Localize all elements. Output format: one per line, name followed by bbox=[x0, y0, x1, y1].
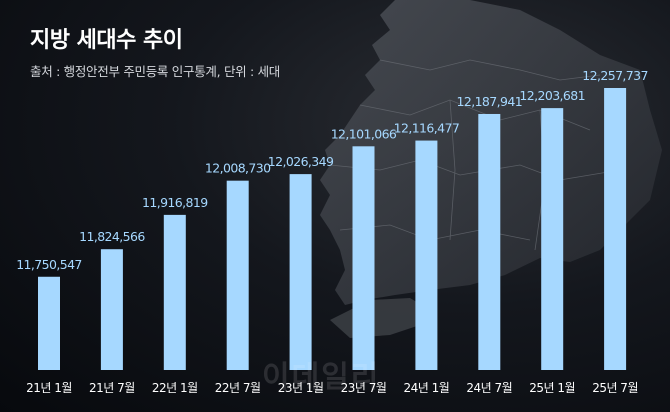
x-tick-label-5: 23년 1월 bbox=[278, 381, 324, 395]
bar-4 bbox=[226, 180, 249, 370]
bar-10 bbox=[604, 88, 627, 370]
data-label-8: 12,187,941 bbox=[457, 94, 523, 109]
data-label-1: 11,750,547 bbox=[16, 257, 82, 272]
x-tick-label-8: 24년 7월 bbox=[466, 381, 512, 395]
watermark-logo: 이데일리 bbox=[262, 360, 381, 395]
data-label-3: 11,916,819 bbox=[142, 195, 208, 210]
bar-3 bbox=[163, 214, 186, 370]
bar-7 bbox=[415, 140, 438, 370]
x-tick-label-2: 21년 7월 bbox=[89, 381, 135, 395]
chart-title: 지방 세대수 추이 bbox=[30, 28, 183, 53]
data-label-6: 12,101,066 bbox=[331, 126, 397, 141]
data-label-9: 12,203,681 bbox=[519, 88, 585, 103]
bar-1 bbox=[38, 276, 60, 370]
x-tick-label-10: 25년 7월 bbox=[592, 381, 638, 395]
data-label-2: 11,824,566 bbox=[79, 229, 145, 244]
bar-6 bbox=[352, 146, 375, 370]
x-tick-label-7: 24년 1월 bbox=[403, 381, 449, 395]
x-tick-label-1: 21년 1월 bbox=[26, 381, 72, 395]
x-tick-label-9: 25년 1월 bbox=[529, 381, 575, 395]
bar-9 bbox=[541, 108, 564, 370]
data-label-4: 12,008,730 bbox=[205, 161, 271, 176]
data-label-7: 12,116,477 bbox=[394, 121, 460, 136]
x-tick-label-6: 23년 7월 bbox=[341, 381, 387, 395]
bar-2 bbox=[100, 249, 123, 370]
x-tick-label-3: 22년 1월 bbox=[152, 381, 198, 395]
chart-source: 출처 : 행정안전부 주민등록 인구통계, 단위 : 세대 bbox=[30, 64, 281, 79]
data-label-5: 12,026,349 bbox=[268, 154, 334, 169]
x-tick-label-4: 22년 7월 bbox=[215, 381, 261, 395]
bar-5 bbox=[289, 174, 312, 370]
data-label-10: 12,257,737 bbox=[582, 68, 648, 83]
bar-8 bbox=[478, 113, 501, 370]
